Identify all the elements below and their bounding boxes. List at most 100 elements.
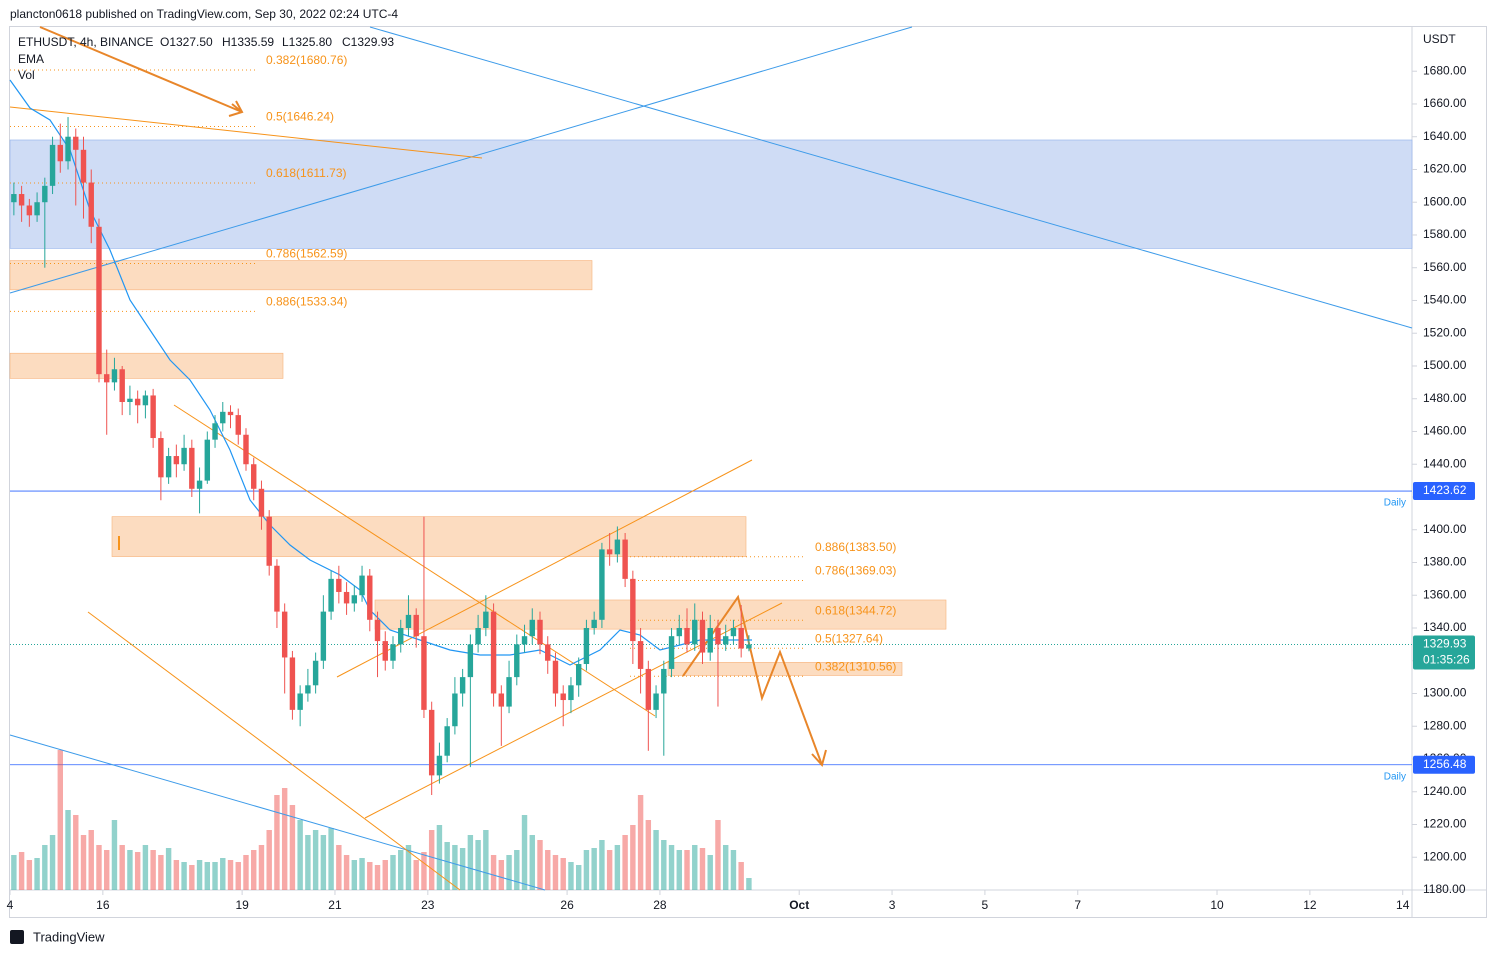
volume-bar [676,850,682,890]
volume-bar [173,860,180,890]
y-tick-label: 1620.00 [1423,162,1467,176]
candle-body [707,627,713,653]
candle-body [483,611,489,628]
candle-body [274,565,280,612]
candle-body [57,144,64,162]
candle-body [653,693,659,710]
volume-bar [583,850,590,890]
volume-bar [80,835,87,890]
volume-bar [336,845,342,890]
candle-body [475,627,481,645]
volume-bar [684,850,690,890]
candle-body [336,578,342,592]
candle-body [104,374,110,383]
volume-bar [297,820,303,890]
x-tick-label: 14 [1396,898,1410,912]
candle-body [374,619,381,642]
candle-body [722,636,729,645]
volume-bar [235,862,241,890]
candle-body [258,488,265,517]
volume-bar [26,860,33,890]
candle-body [312,660,319,686]
volume-bar [715,820,721,890]
candle-body [127,398,133,403]
fib-label: 0.618(1344.72) [815,603,896,617]
candle-body [49,144,56,186]
candle-body [614,539,621,555]
candle-body [390,644,396,661]
candle-body [676,627,682,637]
volume-bar [11,855,17,890]
x-tick-label: 28 [653,898,667,912]
level-label: 1256.48 [1423,757,1467,771]
zone [9,139,1413,249]
candle-body [289,657,296,710]
volume-bar [274,795,280,890]
candle-body [212,423,218,440]
candle-body [34,202,40,216]
candle-body [96,226,102,375]
volume-bar [738,862,744,890]
y-tick-label: 1280.00 [1423,718,1467,732]
trend-line [87,611,461,891]
candle-body [359,575,365,596]
volume-bar [312,830,319,890]
candle-body [297,693,303,710]
candle-body [119,369,125,403]
candle-body [243,434,249,465]
x-tick-label: 12 [1303,898,1317,912]
x-tick-label: 21 [328,898,342,912]
volume-bar [599,840,605,890]
candle-body [382,641,388,661]
candle-body [80,149,87,183]
y-tick-label: 1500.00 [1423,358,1467,372]
volume-bar [622,835,628,890]
logo [10,930,24,944]
volume-bar [127,850,133,890]
volume-bar [444,842,450,890]
candle-body [42,185,48,203]
candle-body [537,619,543,645]
volume-bar [243,855,249,890]
volume-bar [220,858,226,890]
candle-body [630,578,636,642]
y-tick-label: 1360.00 [1423,587,1467,601]
volume-bar [692,845,698,890]
x-tick-label: 23 [421,898,435,912]
candle-body [204,439,211,481]
volume-bar [111,820,118,890]
volume-bar [150,850,156,890]
volume-bar [212,862,218,890]
candle-body [196,480,203,489]
x-tick-label: 26 [560,898,574,912]
volume-bar [258,845,265,890]
candle-body [521,636,528,645]
x-tick-label: 10 [1210,898,1224,912]
volume-bar [630,825,636,890]
candle-body [111,369,118,383]
candle-body [305,685,311,694]
y-tick-label: 1460.00 [1423,424,1467,438]
candle-body [568,685,574,701]
volume-bar [374,865,381,890]
volume-bar [591,848,597,890]
volume-bar [428,830,435,890]
volume-bar [529,835,535,890]
volume-bar [537,840,543,890]
volume-bar [189,865,195,890]
volume-bar [436,825,443,890]
candle-body [18,194,25,206]
volume-bar [328,828,334,890]
x-tick-label: 3 [889,898,896,912]
candle-body [398,627,404,645]
volume-bar [104,850,110,890]
candle-body [444,726,450,756]
volume-bar [57,750,64,890]
candle-body [367,575,373,620]
candle-body [591,619,597,628]
candle-body [173,456,180,465]
candle-body [552,660,559,694]
level-name: Daily [1384,771,1406,782]
projection [682,594,823,766]
